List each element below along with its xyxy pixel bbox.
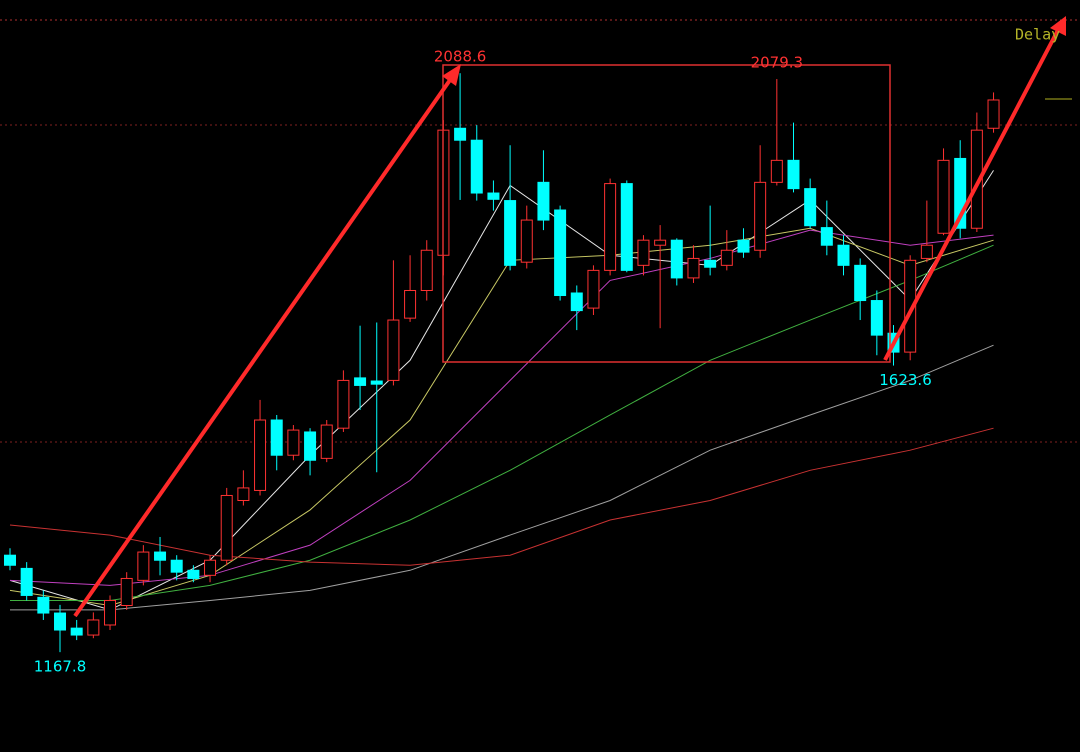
candle-body xyxy=(404,289,417,319)
candle-body xyxy=(520,219,533,263)
candle-body xyxy=(354,377,367,386)
candle-body xyxy=(970,129,983,229)
price-label: 1167.8 xyxy=(34,658,87,676)
candle-body xyxy=(287,429,300,456)
candle-body xyxy=(320,424,333,459)
candle-body xyxy=(4,554,16,566)
candle-body xyxy=(787,159,800,190)
candle-body xyxy=(670,239,683,279)
candle-body xyxy=(54,612,67,631)
candle-body xyxy=(654,239,667,246)
candle-body xyxy=(187,569,200,579)
candle-body xyxy=(487,192,500,200)
candle-body xyxy=(470,139,483,194)
candle-body xyxy=(720,249,733,266)
candle-body xyxy=(87,619,100,636)
candle-body xyxy=(420,249,433,291)
candle-body xyxy=(837,244,850,266)
candle-body xyxy=(270,419,283,456)
range-box xyxy=(442,64,891,363)
candle-body xyxy=(20,567,33,596)
arrow-head xyxy=(442,64,461,86)
candle-body xyxy=(304,431,317,461)
candle-body xyxy=(154,551,167,561)
candle-body xyxy=(620,183,633,271)
candle-body xyxy=(337,379,350,429)
candle-body xyxy=(237,487,250,501)
candle-body xyxy=(770,159,783,183)
moving-average xyxy=(10,244,994,601)
price-label: 2088.6 xyxy=(434,48,487,66)
candle-body xyxy=(854,264,867,302)
candle-body xyxy=(204,559,217,576)
trend-arrow xyxy=(73,78,452,618)
candle-body xyxy=(937,159,950,234)
candle-body xyxy=(254,419,267,491)
candle-body xyxy=(370,380,383,385)
candle-body xyxy=(220,494,233,561)
candle-body xyxy=(120,577,133,606)
delay-label: Delay xyxy=(1015,26,1060,44)
candle-body xyxy=(870,300,883,336)
candle-body xyxy=(804,188,817,227)
moving-average xyxy=(10,344,994,611)
candle-body xyxy=(554,209,567,297)
trend-arrow xyxy=(883,29,1060,361)
candle-body xyxy=(587,269,600,309)
candle-body xyxy=(754,181,767,251)
candle-body xyxy=(637,239,650,266)
candle-body xyxy=(504,200,517,266)
candle-body xyxy=(454,127,467,141)
candle-body xyxy=(954,157,967,229)
candle-body xyxy=(70,627,83,636)
price-label: 2079.3 xyxy=(751,54,804,72)
candle-body xyxy=(137,551,150,581)
candle-body xyxy=(570,292,583,312)
candle-body xyxy=(170,559,183,573)
candle-body xyxy=(687,257,700,279)
candle-body xyxy=(704,259,717,268)
arrow-head xyxy=(1050,16,1066,36)
candle-body xyxy=(37,596,50,614)
candle-body xyxy=(737,239,750,253)
price-labels: 2088.6 2079.3 1167.8 1623.6 xyxy=(34,48,932,676)
candle-body xyxy=(387,319,400,381)
candle-body xyxy=(920,244,933,259)
price-label: 1623.6 xyxy=(879,371,932,389)
moving-average xyxy=(9,427,994,566)
candle-body xyxy=(604,183,617,271)
candle-body xyxy=(537,181,550,221)
candle-body xyxy=(820,227,833,246)
candle-body xyxy=(104,599,117,626)
candle-body xyxy=(904,259,917,353)
candle-body xyxy=(987,99,1000,129)
